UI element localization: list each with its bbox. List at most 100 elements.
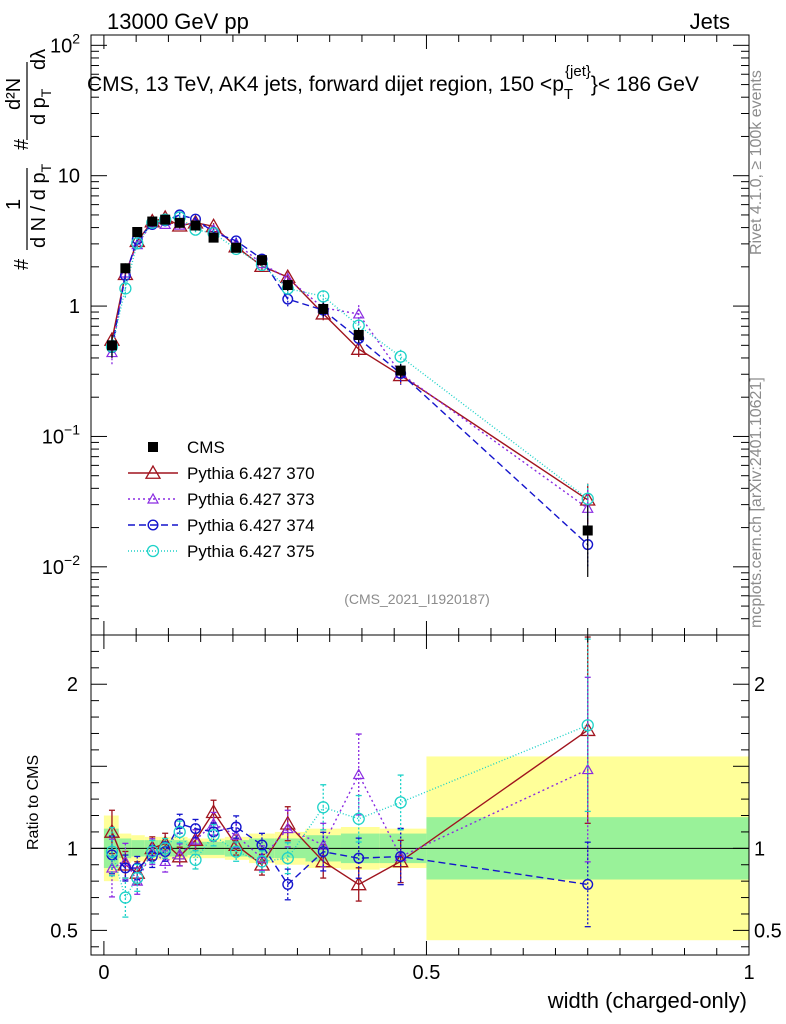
ratio-point-2-10 <box>282 878 294 890</box>
y-tick-label-base-0: 10 <box>50 35 72 57</box>
y-tick-label-exp-4: −2 <box>64 552 80 568</box>
legend-label-1: Pythia 6.427 370 <box>187 464 315 483</box>
cms-point-1 <box>120 263 131 274</box>
ratio-point-2-1 <box>119 862 131 874</box>
main-series-1 <box>105 216 594 536</box>
ylabel-numerator-den: d pT <box>28 88 54 125</box>
main-series-0 <box>103 209 596 523</box>
y-tick-label-base-2: 1 <box>69 296 80 318</box>
ratio-point-1-14 <box>581 763 594 775</box>
main-series-line-3 <box>111 216 589 500</box>
ratio-point-3-9 <box>255 855 269 868</box>
ratio-point-0-10 <box>279 815 296 830</box>
ratio-point-2-12 <box>353 852 365 864</box>
main-series-3 <box>105 211 594 519</box>
cms-point-11 <box>318 303 329 314</box>
legend-label-4: Pythia 6.427 375 <box>187 542 315 561</box>
header-category: Jets <box>690 9 730 34</box>
ratio-point-3-2 <box>131 871 144 885</box>
main-point-3-2 <box>131 237 144 250</box>
ylabel-hash-2: # <box>11 138 33 150</box>
main-point-3-14 <box>581 492 594 505</box>
main-series-2 <box>106 209 594 568</box>
ratio-point-3-11 <box>317 801 330 814</box>
ratio-tick-label-right-2: 0.5 <box>754 920 782 942</box>
ratio-point-2-5 <box>174 818 186 830</box>
legend-entry-3: Pythia 6.427 374 <box>128 516 315 535</box>
main-point-3-1 <box>119 282 132 295</box>
ratio-point-0-6 <box>187 831 204 847</box>
ratio-series-3 <box>105 638 594 918</box>
ratio-tick-label-1: 1 <box>67 838 78 860</box>
cms-point-4 <box>160 214 171 225</box>
ratio-point-3-13 <box>394 796 407 809</box>
y-tick-label-exp-0: 2 <box>72 30 80 46</box>
legend-label-0: CMS <box>187 438 225 457</box>
ratio-point-3-1 <box>119 891 132 904</box>
ylabel-one: 1 <box>3 199 25 210</box>
main-series-cms <box>106 214 593 577</box>
cms-point-13 <box>395 365 406 376</box>
chart-title-sub: T <box>564 86 573 103</box>
main-point-3-11 <box>317 290 330 303</box>
ratio-point-0-12 <box>350 876 367 891</box>
ratio-tick-label-2: 0.5 <box>50 920 78 942</box>
legend-marker-1 <box>144 464 162 479</box>
x-tick-label-0: 0 <box>98 962 109 984</box>
ratio-point-1-1 <box>119 855 132 867</box>
y-tick-label-base-1: 10 <box>58 166 80 188</box>
ylabel-denominator-text: d N / d p <box>28 172 50 248</box>
main-point-3-4 <box>159 213 172 226</box>
main-point-1-12 <box>352 307 365 319</box>
y-tick-label-exp-3: −1 <box>64 421 80 437</box>
side-label-rivet: Rivet 4.1.0, ≥ 100k events <box>748 70 765 255</box>
legend-entry-4: Pythia 6.427 375 <box>128 542 315 561</box>
ratio-axis-label: Ratio to CMS <box>25 755 42 850</box>
ratio-point-3-10 <box>281 852 294 865</box>
cms-point-3 <box>147 216 158 227</box>
ratio-point-3-3 <box>146 845 159 858</box>
ratio-point-1-8 <box>230 828 243 840</box>
cms-point-0 <box>106 340 117 351</box>
ratio-panel-frame <box>90 634 750 956</box>
ratio-point-2-13 <box>395 851 407 863</box>
legend-marker-2 <box>146 492 160 504</box>
ratio-tick-label-right-1: 1 <box>754 838 765 860</box>
main-panel-series <box>103 209 596 577</box>
ratio-point-2-9 <box>256 839 268 851</box>
ratio-point-1-5 <box>173 848 186 860</box>
legend-entry-2: Pythia 6.427 373 <box>128 490 315 509</box>
y-tick-label-1: 10 <box>58 166 80 188</box>
chart-title: CMS, 13 TeV, AK4 jets, forward dijet reg… <box>87 63 699 103</box>
cms-point-5 <box>174 217 185 228</box>
y-tick-label-base-3: 10 <box>42 426 64 448</box>
ratio-point-2-14 <box>582 878 594 890</box>
ratio-point-2-6 <box>190 823 202 835</box>
x-axis-label: width (charged-only) <box>547 988 747 1013</box>
ratio-tick-label-0: 2 <box>67 674 78 696</box>
legend-label-3: Pythia 6.427 374 <box>187 516 315 535</box>
x-tick-label-2: 1 <box>743 962 754 984</box>
ratio-series-line-1 <box>111 768 589 883</box>
y-tick-label-0: 102 <box>50 30 80 57</box>
ylabel-numerator: d²N <box>3 78 25 110</box>
ylabel-denominator-sub: T <box>38 163 54 172</box>
x-tick-label-1: 0.5 <box>413 962 441 984</box>
ratio-panel-series <box>103 636 596 928</box>
ratio-point-1-9 <box>255 851 268 863</box>
ylabel-numerator-den-sub: T <box>38 88 54 97</box>
ratio-point-1-6 <box>189 833 202 845</box>
analysis-watermark: (CMS_2021_I1920187) <box>344 591 490 607</box>
legend-entry-1: Pythia 6.427 370 <box>128 464 315 483</box>
ratio-series-line-3 <box>111 724 588 900</box>
main-series-line-0 <box>111 217 589 501</box>
ylabel-dlambda: dλ <box>28 49 50 70</box>
y-tick-label-2: 1 <box>69 296 80 318</box>
ylabel-hash-1: # <box>11 258 33 270</box>
main-point-3-13 <box>394 350 407 363</box>
ratio-point-3-4 <box>159 842 172 855</box>
main-point-0-12 <box>350 340 367 355</box>
y-tick-label-base-4: 10 <box>42 557 64 579</box>
legend: CMS Pythia 6.427 370 Pythia 6.427 373 Pythi… <box>128 438 315 561</box>
